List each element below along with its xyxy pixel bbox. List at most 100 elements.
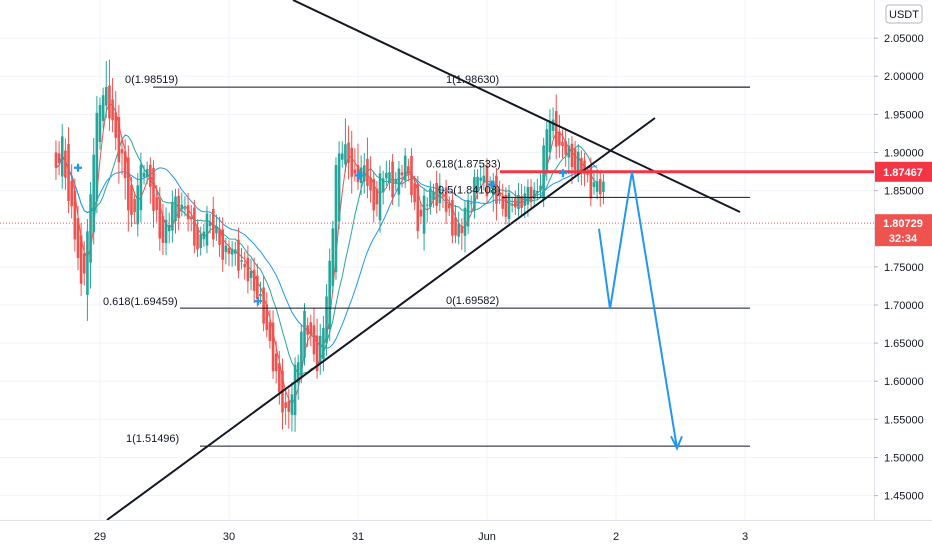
fib-label: 1(1.51496) [126,433,179,445]
fib-levels: 0(1.98519) 1(1.98630) 0.618(1.87533) 0.5(1.… [103,74,750,447]
candle-body [233,249,237,254]
candle-body [407,166,410,174]
candle-body [193,207,196,246]
last-price-tag [875,214,932,247]
candle-body [158,199,162,239]
candle-body [583,160,586,175]
candle-body [558,131,561,146]
candle-body [142,172,146,177]
candle-body [548,121,552,153]
candle-body [265,304,269,330]
candle-body [369,177,372,191]
candle-body [375,188,379,205]
candle-body [463,207,467,236]
candle-body [268,322,272,342]
x-tick-label: Jun [478,531,496,543]
candle-body [554,111,558,147]
candle-body [120,149,124,154]
candle-body [315,335,319,372]
candle-body [86,231,89,295]
candle-body [476,176,479,192]
candle-body [114,112,118,138]
candle-body [495,175,498,204]
candle-body [262,287,265,324]
candle-body [274,353,278,372]
candle-body [186,205,190,220]
resistance-price-tag [875,161,932,182]
candle-body [403,155,407,181]
candle-body [564,141,567,155]
candle-body [180,204,184,209]
projection-path[interactable] [598,171,683,451]
candle-body [167,224,171,232]
time-axis[interactable]: 29 30 31 Jun 2 3 [94,531,748,543]
x-tick-label: 29 [94,531,106,543]
candle-body [246,257,250,282]
candle-body [161,216,165,243]
currency-badge-box [885,4,923,24]
fib-label: 0.618(1.87533) [426,158,501,170]
candle-body [309,322,313,334]
y-tick-label: 1.45000 [884,491,924,503]
candle-body [108,85,111,119]
candle-body [312,325,316,355]
candle-body [586,173,589,175]
candle-body [353,169,357,174]
y-tick-label: 1.50000 [884,452,924,464]
candle-body [259,293,262,297]
candle-body [89,194,92,263]
candle-body [202,231,206,240]
candle-body [344,144,347,165]
execution-marker [559,169,567,178]
candle-body [149,164,152,187]
candle-body [454,217,457,236]
candle-body [416,183,420,232]
candle-body [567,145,571,158]
candle-body [104,86,108,106]
candle-body [602,181,605,192]
candle-body [598,179,602,195]
candle-body [350,147,354,177]
candle-body [287,400,291,412]
candle-body [520,196,523,208]
execution-marker [488,180,496,189]
candle-body [111,99,114,121]
candle-body [466,199,470,227]
candle-body [331,228,335,286]
candle-body [306,325,309,335]
candle-body [76,218,80,259]
candle-body [303,310,306,358]
currency-badge[interactable]: USDT [885,4,923,24]
candle-body [211,208,215,240]
candle-body [545,129,549,174]
candle-body [240,260,243,262]
fib-label: 0.618(1.69459) [103,296,178,308]
candle-body [469,203,473,205]
candle-body [130,184,133,215]
y-tick-label: 1.95000 [884,109,924,121]
candle-body [536,191,539,193]
candle-body [438,185,442,204]
candle-body [278,363,281,393]
candle-body [435,182,438,206]
candle-body [444,187,448,212]
candle-body [174,196,177,222]
candle-body [385,172,388,179]
y-tick-label: 1.55000 [884,414,924,426]
candle-body [397,168,401,195]
candle-body [98,105,102,142]
candle-body [507,192,511,220]
candle-body [92,154,96,233]
candle-body [498,193,501,197]
y-tick-label: 1.65000 [884,338,924,350]
candle-body [215,226,218,234]
y-tick-label: 2.00000 [884,71,924,83]
candle-body [432,191,435,200]
candle-body [73,190,77,240]
candle-body [532,189,536,200]
x-tick-label: 2 [613,531,619,543]
candle-body [580,157,583,174]
candle-body [485,165,489,197]
